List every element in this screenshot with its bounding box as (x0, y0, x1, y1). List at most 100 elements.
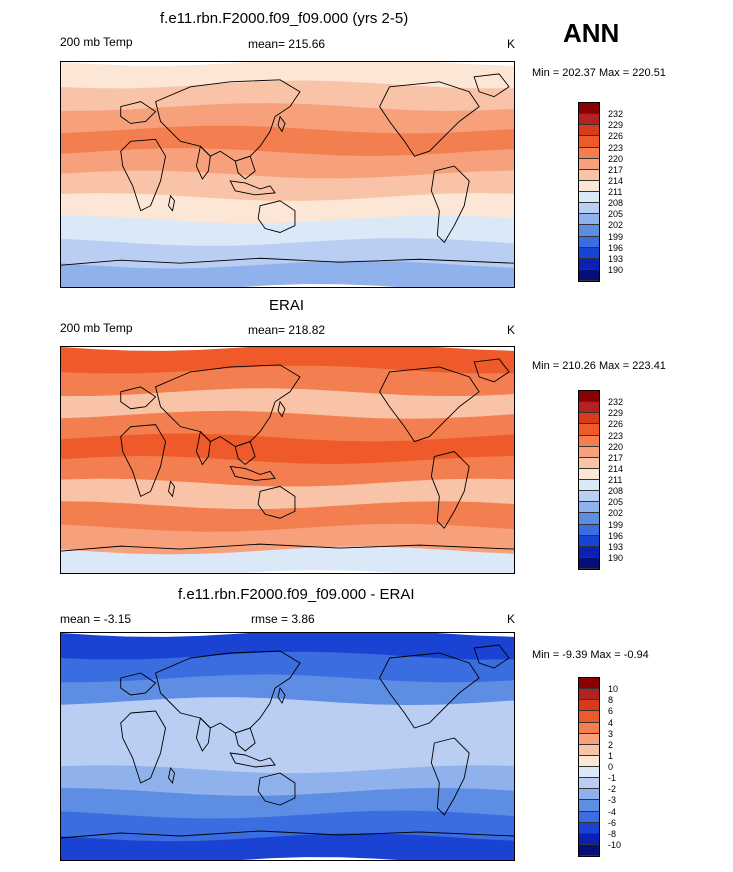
coastline (120, 672, 157, 696)
colorbar-tick-label: 202 (608, 220, 624, 231)
contour-band (61, 674, 514, 707)
colorbar-tick-label: -6 (608, 817, 617, 828)
colorbar-swatch (579, 733, 599, 745)
colorbar-swatch (579, 180, 599, 192)
coastline (430, 165, 470, 244)
contour-band (61, 80, 514, 112)
colorbar-tick-label: -3 (608, 795, 617, 806)
panel2-mean-label: mean= 218.82 (248, 323, 326, 337)
colorbar-swatch (579, 225, 599, 237)
colorbar-swatch (579, 125, 599, 137)
colorbar-tick-label: 2 (608, 739, 614, 750)
colorbar-tick-label: 190 (608, 552, 624, 563)
coastline (120, 138, 167, 212)
map-svg (61, 62, 514, 287)
colorbar-box (578, 390, 600, 570)
colorbar-swatch (579, 147, 599, 159)
panel3-map (60, 632, 515, 861)
colorbar-swatch (579, 103, 599, 115)
colorbar-swatch (579, 722, 599, 734)
panel1-minmax: Min = 202.37 Max = 220.51 (532, 67, 666, 79)
coastline (229, 180, 276, 196)
colorbar-tick-label: 8 (608, 695, 614, 706)
colorbar-swatch (579, 711, 599, 723)
colorbar-swatch (579, 480, 599, 492)
colorbar-swatch (579, 136, 599, 148)
colorbar-swatch (579, 214, 599, 226)
colorbar-swatch (579, 811, 599, 823)
coastline (120, 710, 167, 784)
panel3-mean-label: mean = -3.15 (60, 612, 132, 626)
colorbar-swatch (579, 491, 599, 503)
colorbar-tick-label: 196 (608, 242, 624, 253)
colorbar-tick-label: 223 (608, 142, 624, 153)
coastline (473, 73, 510, 98)
coastline (195, 145, 211, 180)
coastline (257, 772, 296, 806)
colorbar-tick-label: 202 (608, 508, 624, 519)
colorbar-tick-label: 190 (608, 264, 624, 275)
colorbar-tick-label: 205 (608, 497, 624, 508)
colorbar-swatch (579, 778, 599, 790)
coastline (277, 115, 286, 133)
panel2-map (60, 346, 515, 574)
coastline (277, 400, 286, 418)
colorbar-tick-label: 232 (608, 397, 624, 408)
colorbar-tick-label: -4 (608, 806, 617, 817)
colorbar-swatch (579, 446, 599, 458)
colorbar-swatch (579, 114, 599, 126)
colorbar-swatch (579, 247, 599, 259)
colorbar-tick-label: 6 (608, 706, 614, 717)
panel2-colorbar (578, 390, 600, 570)
colorbar-tick-label: 217 (608, 452, 624, 463)
colorbar-tick-label: 211 (608, 187, 623, 197)
colorbar-tick-label: 214 (608, 175, 624, 186)
coastline (195, 717, 211, 752)
contour-band (61, 365, 514, 398)
panel1-title: f.e11.rbn.F2000.f09_f09.000 (yrs 2-5) (160, 10, 409, 27)
colorbar-tick-label: 208 (608, 198, 624, 209)
coastline (473, 358, 510, 383)
coastline (257, 200, 296, 233)
colorbar-tick-label: 226 (608, 131, 624, 142)
panel2-units: K (507, 323, 516, 337)
contour-band (61, 62, 514, 90)
coastline (430, 737, 470, 816)
colorbar-tick-label: 220 (608, 153, 624, 164)
colorbar-swatch (579, 800, 599, 812)
contour-band (61, 546, 514, 573)
contour-band (61, 651, 514, 684)
panel1-units: K (507, 37, 516, 51)
contour-band (61, 633, 514, 661)
colorbar-swatch (579, 755, 599, 767)
colorbar-tick-label: 1 (608, 750, 614, 761)
colorbar-swatch (579, 557, 599, 569)
coastline (155, 364, 301, 448)
coastline (234, 441, 256, 466)
colorbar-tick-label: 223 (608, 430, 624, 441)
coastline (229, 465, 276, 481)
colorbar-tick-label: -2 (608, 784, 617, 795)
coastline (234, 727, 256, 752)
coastline (61, 543, 514, 552)
coastline (155, 79, 301, 162)
colorbar-swatch (579, 844, 599, 856)
colorbar-tick-label: 199 (608, 231, 624, 242)
colorbar-tick-label: -10 (608, 839, 622, 850)
coastline (120, 386, 157, 410)
coastline (61, 257, 514, 266)
colorbar-tick-label: 10 (608, 684, 619, 695)
colorbar-swatch (579, 700, 599, 712)
panel3-colorbar (578, 677, 600, 857)
coastline (168, 194, 175, 212)
contour-band (61, 103, 514, 135)
panel2-title: ERAI (269, 297, 305, 314)
colorbar-tick-label: 199 (608, 519, 624, 530)
colorbar-swatch (579, 435, 599, 447)
panel1-map (60, 61, 515, 288)
colorbar-tick-label: 4 (608, 717, 614, 728)
colorbar-swatch (579, 269, 599, 281)
map-svg (61, 347, 514, 573)
panel1-left-label: 200 mb Temp (60, 35, 133, 49)
colorbar-tick-label: 196 (608, 530, 624, 541)
